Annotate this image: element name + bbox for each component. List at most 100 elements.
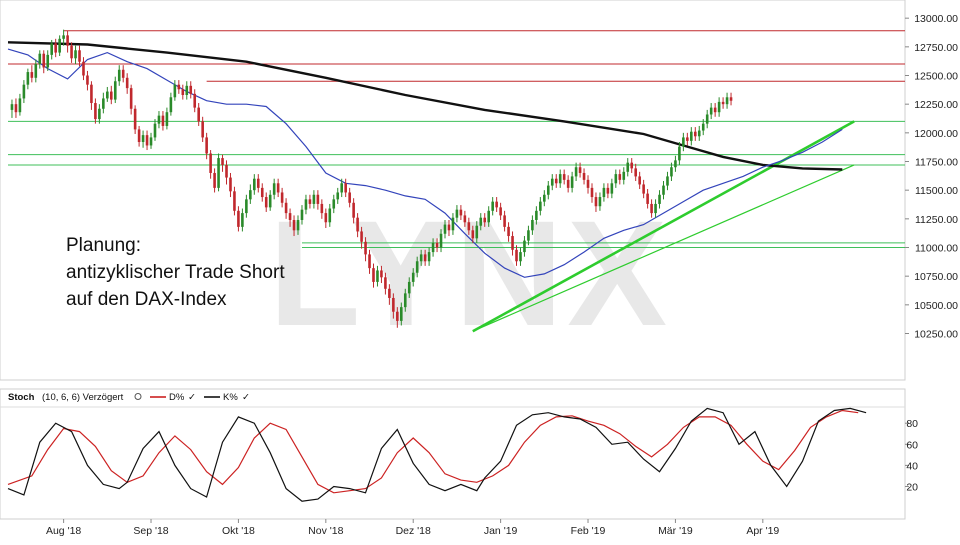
candle-128 — [519, 247, 522, 266]
candle-body-141 — [570, 176, 574, 188]
candle-body-156 — [630, 162, 634, 169]
candle-23 — [102, 92, 105, 114]
candle-133 — [539, 197, 542, 216]
candle-body-75 — [308, 199, 312, 204]
candle-127 — [515, 245, 518, 266]
candle-body-72 — [296, 219, 300, 231]
candle-body-140 — [566, 179, 570, 188]
candle-168 — [678, 142, 681, 165]
candle-49 — [205, 132, 208, 160]
price-tick-label-2: 12500.00 — [914, 71, 958, 83]
candle-body-133 — [539, 201, 542, 211]
candle-51 — [213, 168, 216, 193]
candle-137 — [554, 174, 558, 188]
candle-32 — [137, 125, 141, 147]
candle-89 — [364, 237, 367, 262]
candle-0 — [10, 99, 14, 118]
candle-9 — [46, 50, 50, 71]
candle-body-155 — [626, 162, 630, 172]
candle-82 — [336, 187, 340, 204]
candle-90 — [368, 249, 371, 274]
candle-21 — [94, 98, 97, 124]
candle-132 — [535, 206, 538, 225]
candle-113 — [459, 205, 463, 220]
candle-181 — [729, 92, 733, 106]
candle-24 — [106, 86, 109, 102]
candle-64 — [264, 192, 268, 212]
candle-body-50 — [209, 153, 212, 173]
price-panel-frame — [0, 0, 906, 381]
candle-body-143 — [578, 167, 582, 173]
candle-body-98 — [400, 307, 403, 321]
candle-body-82 — [336, 192, 340, 200]
candle-body-77 — [316, 194, 320, 204]
candle-body-2 — [18, 98, 22, 113]
candle-165 — [666, 171, 669, 191]
stoch-panel-frame — [0, 388, 906, 520]
candle-body-121 — [491, 201, 494, 211]
candle-body-71 — [292, 219, 296, 231]
candle-75 — [308, 194, 312, 209]
candle-93 — [380, 265, 383, 284]
candle-body-5 — [30, 72, 34, 78]
candle-121 — [491, 197, 494, 216]
candle-3 — [22, 80, 26, 104]
candle-130 — [527, 225, 530, 246]
candle-95 — [388, 284, 391, 305]
candle-body-18 — [82, 61, 85, 76]
candle-27 — [117, 65, 121, 86]
candle-33 — [141, 130, 145, 148]
candle-37 — [157, 111, 161, 129]
candle-144 — [582, 168, 586, 185]
candle-143 — [578, 162, 582, 178]
candle-55 — [229, 172, 232, 198]
candle-74 — [304, 194, 308, 215]
stoch-title: Stoch — [8, 392, 35, 403]
candle-body-148 — [598, 197, 602, 207]
candle-107 — [435, 238, 439, 253]
candle-body-129 — [523, 240, 526, 253]
candle-body-167 — [674, 160, 677, 168]
candle-159 — [642, 179, 645, 199]
candle-62 — [256, 174, 260, 193]
candle-body-138 — [558, 174, 562, 184]
candle-body-48 — [201, 121, 204, 138]
price-tick-label-9: 10750.00 — [914, 271, 958, 283]
candle-61 — [253, 174, 256, 195]
candle-19 — [86, 70, 89, 91]
candle-26 — [113, 76, 117, 104]
candle-body-131 — [531, 219, 534, 231]
candle-body-66 — [272, 183, 276, 195]
candle-39 — [165, 107, 169, 130]
candle-body-10 — [50, 43, 53, 55]
candle-136 — [550, 174, 554, 191]
candle-16 — [74, 45, 77, 65]
candle-177 — [713, 103, 717, 117]
candle-80 — [328, 203, 332, 227]
candle-body-94 — [384, 277, 387, 289]
candle-148 — [598, 192, 602, 211]
candle-100 — [407, 277, 411, 298]
date-axis: Aug '18 Sep '18 Okt '18 Nov '18 Dez '18 Jan '… — [46, 519, 779, 537]
candle-body-49 — [205, 137, 208, 154]
candle-body-180 — [725, 97, 729, 105]
candle-141 — [570, 171, 574, 193]
date-tick-label-8: Apr '19 — [746, 525, 779, 537]
annotation-line-0: Planung: — [66, 235, 141, 256]
candle-40 — [169, 92, 173, 116]
candle-body-102 — [415, 261, 419, 273]
candle-41 — [173, 80, 177, 101]
candle-body-53 — [221, 158, 224, 165]
stoch-legend-check-1: ✓ — [242, 392, 250, 403]
candle-166 — [670, 162, 673, 181]
candle-110 — [447, 219, 451, 237]
candle-178 — [717, 97, 721, 117]
candle-body-126 — [511, 236, 514, 250]
candle-106 — [431, 238, 435, 257]
candle-body-119 — [483, 217, 487, 223]
stoch-tick-label-2: 40 — [906, 460, 918, 472]
candle-31 — [133, 105, 137, 134]
stoch-line-D% — [7, 409, 859, 494]
candle-43 — [181, 84, 185, 100]
candle-body-6 — [34, 64, 38, 78]
